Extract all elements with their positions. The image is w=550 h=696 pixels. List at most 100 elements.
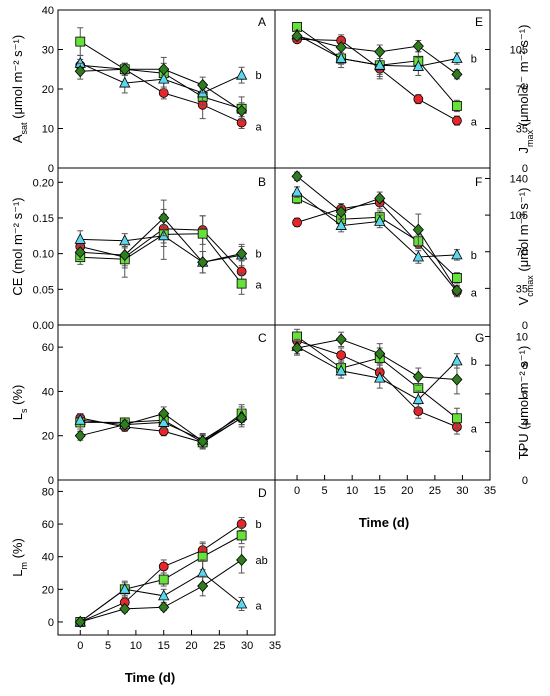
y-tick-label: 40: [42, 386, 54, 398]
data-point: [197, 228, 208, 239]
panel-frame: [57, 479, 276, 636]
data-point: [291, 29, 303, 43]
data-point: [74, 429, 86, 442]
data-point: [452, 272, 462, 283]
data-point: [451, 284, 463, 297]
panel-b: 0.00 0.05 0.10 0.15 0.20 CE (mol m⁻² s⁻¹) Bb a: [10, 167, 276, 332]
data-point: [451, 373, 463, 386]
y-tick-label: 0: [48, 475, 54, 487]
data-point: [158, 63, 170, 76]
panel-frame: [274, 324, 491, 481]
y-tick-label: 30: [42, 45, 54, 57]
data-point: [374, 45, 386, 58]
y-tick-label: 35: [516, 283, 528, 295]
significance-label: a: [256, 279, 263, 291]
data-point: [74, 413, 86, 425]
x-tick-label: 20: [185, 640, 197, 652]
series-square: [75, 526, 247, 627]
data-point: [374, 347, 386, 360]
significance-label: a: [471, 423, 478, 435]
panel-frame: [57, 324, 276, 481]
y-tick-label: 0: [522, 320, 528, 332]
data-point: [335, 333, 347, 346]
y-tick-label: 0: [522, 475, 528, 487]
y-tick-label: 0.15: [33, 213, 54, 225]
x-tick-label: 5: [322, 485, 328, 497]
data-point: [335, 52, 347, 63]
series-diamond: [74, 199, 248, 274]
series-circle: [75, 213, 247, 283]
series-diamond: [74, 406, 248, 449]
significance-label: b: [471, 250, 477, 262]
data-point: [158, 574, 169, 585]
y-axis-label: Lm (%): [10, 538, 29, 577]
y-tick-label: 70: [516, 247, 528, 259]
data-point: [119, 63, 131, 76]
data-point: [292, 217, 302, 228]
x-axis-label-right: Time (d): [359, 515, 409, 530]
y-tick-label: 70: [516, 84, 528, 96]
data-point: [197, 579, 209, 593]
y-tick-label: 0: [48, 163, 54, 175]
y-tick-label: 6: [522, 389, 528, 401]
significance-label: a: [256, 601, 263, 613]
x-tick-label: 10: [130, 640, 142, 652]
data-point: [236, 104, 248, 117]
data-point: [74, 246, 86, 259]
series-diamond: [74, 62, 248, 120]
data-point: [119, 248, 131, 262]
x-axes: 0 5 10 15 20 25 30 35 0 5 10 15 20 25 30 35: [77, 475, 496, 652]
y-axis-label: Asat (μmol m⁻² s⁻¹): [10, 35, 29, 143]
series-square: [292, 192, 462, 284]
data-point: [374, 371, 386, 383]
y-tick-label: 80: [42, 486, 54, 498]
significance-label: ab: [256, 555, 268, 567]
data-point: [158, 589, 170, 601]
data-point: [119, 418, 131, 431]
y-tick-label: 60: [42, 519, 54, 531]
data-point: [235, 597, 248, 609]
data-point: [452, 413, 462, 424]
data-point: [412, 223, 424, 236]
data-point: [158, 88, 169, 98]
data-point: [74, 65, 86, 78]
y-axis-label: Ls (%): [10, 385, 29, 421]
x-tick-label: 10: [346, 485, 358, 497]
y-tick-label: 0.20: [33, 177, 54, 189]
data-point: [74, 615, 86, 629]
data-point: [451, 354, 463, 366]
y-axis-label: Jmax (μmol e⁻ m⁻² s⁻¹): [516, 25, 535, 154]
data-point: [413, 94, 424, 105]
data-point: [75, 36, 86, 47]
panel-frame: [274, 167, 491, 326]
y-tick-label: 8: [522, 360, 528, 372]
series-triangle: [291, 185, 463, 264]
y-tick-label: 4: [522, 418, 528, 430]
x-tick-label: 25: [429, 485, 441, 497]
data-point: [158, 72, 170, 84]
data-point: [335, 219, 347, 230]
data-point: [335, 41, 347, 54]
y-tick-label: 20: [42, 84, 54, 96]
data-point: [291, 185, 303, 197]
data-point: [412, 393, 424, 405]
significance-label: b: [471, 54, 477, 66]
data-point: [197, 78, 209, 92]
panel-letter: C: [258, 331, 267, 345]
panel-d: 0 20 40 60 80 Lm (%) Db ab a: [10, 479, 276, 636]
data-point: [451, 68, 463, 81]
data-point: [158, 561, 169, 572]
data-point: [236, 530, 247, 541]
x-axis-label-left: Time (d): [125, 670, 175, 685]
y-tick-label: 20: [42, 584, 54, 596]
panel-c: 0 20 40 60 Ls (%) C: [10, 324, 276, 487]
data-point: [236, 411, 248, 425]
y-tick-label: 0.05: [33, 284, 54, 296]
panel-letter: E: [475, 15, 483, 29]
x-tick-label: 5: [105, 640, 111, 652]
y-tick-label: 35: [516, 124, 528, 136]
panel-letter: F: [475, 175, 482, 189]
y-axis-label: Vcmax (μmol m⁻² s⁻¹): [516, 188, 535, 306]
y-tick-label: 0.10: [33, 249, 54, 261]
